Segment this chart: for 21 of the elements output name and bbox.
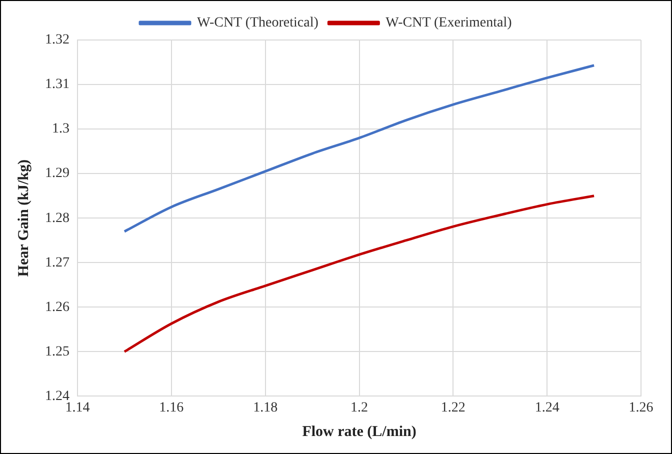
y-tick-label: 1.29	[45, 166, 70, 182]
x-tick-label: 1.14	[65, 400, 90, 416]
legend-label: W-CNT (Theoretical)	[196, 16, 319, 31]
y-tick-label: 1.31	[45, 77, 70, 92]
x-tick-label: 1.16	[159, 400, 184, 416]
x-axis-title: Flow rate (L/min)	[302, 424, 416, 440]
line-series	[123, 64, 596, 233]
y-tick-label: 1.25	[45, 344, 70, 360]
legend-label: W-CNT (Exerimental)	[386, 16, 512, 31]
y-tick-label: 1.28	[45, 210, 70, 226]
x-tick-label: 1.24	[534, 400, 560, 416]
x-tick-label: 1.22	[440, 400, 466, 416]
x-tick-label: 1.26	[628, 400, 654, 416]
line-series	[123, 194, 596, 353]
y-tick-label: 1.3	[52, 122, 70, 137]
x-tick-label: 1.18	[253, 400, 278, 416]
y-tick-label: 1.32	[45, 32, 70, 48]
y-tick-label: 1.26	[45, 300, 70, 315]
y-axis-title: Hear Gain (kJ/kg)	[16, 159, 32, 277]
y-tick-label: 1.27	[45, 255, 70, 270]
x-tick-label: 1.2	[350, 400, 368, 416]
